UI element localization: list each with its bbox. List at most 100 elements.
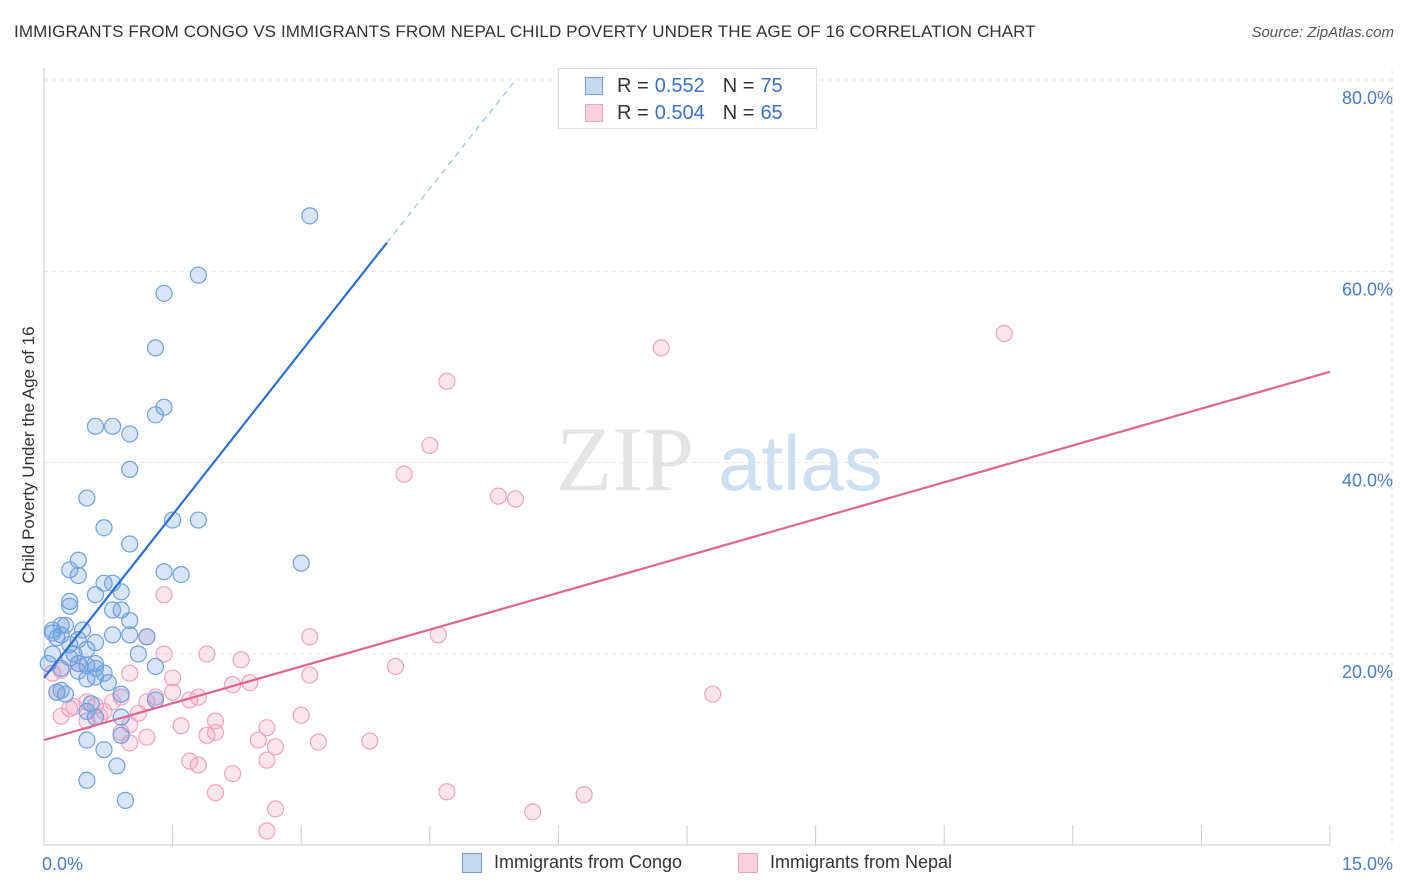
congo-point	[56, 616, 75, 634]
congo-point	[121, 460, 139, 478]
congo-trend-line	[43, 241, 388, 679]
congo-point	[103, 626, 122, 644]
nepal-point	[266, 800, 285, 818]
congo-trend-extension	[386, 79, 517, 244]
source-label: Source: ZipAtlas.com	[1251, 24, 1394, 41]
nepal-point	[575, 786, 593, 804]
legend-swatch-nepal	[585, 104, 603, 122]
nepal-point	[438, 783, 456, 801]
bottom-legend-congo-label: Immigrants from Congo	[494, 852, 683, 872]
nepal-point	[421, 436, 439, 455]
y-tick-label: 60.0%	[1342, 279, 1393, 299]
nepal-point	[258, 751, 276, 769]
congo-point	[52, 659, 70, 677]
congo-point	[189, 266, 207, 284]
congo-point	[164, 511, 182, 529]
congo-point	[121, 425, 139, 443]
nepal-point	[172, 717, 190, 735]
nepal-point	[266, 738, 285, 756]
congo-point	[103, 417, 122, 435]
congo-point	[189, 511, 207, 529]
legend-row-congo: R = 0.552 N = 75	[585, 74, 783, 98]
congo-point	[116, 791, 135, 809]
bottom-legend-congo: Immigrants from Congo	[462, 852, 682, 873]
congo-point	[61, 561, 79, 579]
congo-point	[86, 654, 105, 673]
nepal-point	[258, 719, 276, 737]
congo-point	[61, 592, 79, 610]
congo-point	[146, 657, 165, 676]
congo-point	[301, 207, 319, 225]
nepal-point	[258, 822, 276, 840]
congo-points	[39, 207, 319, 809]
nepal-point	[309, 733, 327, 751]
legend-r-value: 0.552	[654, 74, 705, 97]
legend-n-value: 65	[760, 101, 783, 124]
nepal-point	[395, 465, 413, 483]
nepal-point	[386, 657, 405, 676]
nepal-point	[181, 752, 199, 770]
congo-point	[39, 654, 57, 673]
nepal-point	[704, 685, 722, 703]
bottom-legend: Immigrants from Congo Immigrants from Ne…	[0, 852, 1406, 878]
tick-labels: 20.0% 40.0% 60.0% 80.0% 0.0% 15.0%	[42, 88, 1393, 874]
axes	[43, 68, 1331, 846]
nepal-points	[43, 324, 1013, 840]
nepal-point	[164, 683, 182, 701]
congo-point	[99, 674, 117, 692]
nepal-trend-line	[43, 370, 1331, 742]
congo-point	[121, 611, 139, 630]
congo-point	[86, 633, 105, 652]
nepal-point	[121, 664, 139, 682]
congo-point	[172, 565, 190, 584]
congo-point	[108, 757, 126, 775]
congo-point	[129, 645, 147, 663]
congo-point	[95, 741, 113, 759]
gridlines	[44, 70, 1393, 845]
congo-point	[95, 664, 113, 682]
nepal-point	[155, 645, 173, 663]
nepal-point	[301, 666, 319, 684]
legend-r-label: R =	[617, 74, 649, 97]
congo-point	[121, 535, 139, 553]
trend-lines	[43, 79, 1331, 742]
legend-n-label: N =	[722, 101, 755, 124]
bottom-legend-nepal: Immigrants from Nepal	[738, 852, 952, 873]
legend: R = 0.552 N = 75 R = 0.504 N = 65	[558, 68, 817, 129]
congo-point	[65, 645, 83, 663]
nepal-point	[138, 728, 156, 746]
congo-point	[86, 586, 105, 604]
nepal-point	[232, 651, 250, 669]
nepal-point	[206, 784, 225, 802]
congo-point	[78, 489, 96, 507]
legend-n-value: 75	[760, 74, 783, 97]
nepal-point	[52, 707, 70, 725]
congo-point	[112, 726, 130, 744]
congo-point	[61, 597, 79, 615]
y-tick-label: 40.0%	[1342, 471, 1393, 491]
bottom-legend-nepal-label: Immigrants from Nepal	[770, 852, 953, 872]
nepal-point	[198, 726, 216, 744]
nepal-point	[224, 764, 242, 783]
nepal-point	[292, 706, 310, 724]
congo-point	[155, 284, 173, 302]
x-tick-label: 0.0%	[42, 854, 83, 874]
nepal-point	[249, 731, 267, 749]
congo-point	[146, 339, 165, 357]
nepal-point	[438, 372, 456, 390]
congo-point	[112, 685, 130, 703]
congo-point	[155, 563, 173, 581]
congo-point	[78, 731, 96, 749]
legend-n-label: N =	[722, 74, 755, 97]
nepal-point	[301, 628, 319, 646]
congo-point	[86, 417, 105, 435]
congo-point	[78, 771, 96, 789]
congo-point	[95, 519, 113, 537]
congo-point	[69, 566, 87, 585]
congo-point	[48, 683, 66, 701]
y-tick-label: 80.0%	[1342, 88, 1393, 108]
congo-point	[69, 551, 87, 569]
watermark-atlas: atlas	[718, 419, 883, 507]
congo-point	[292, 554, 310, 572]
